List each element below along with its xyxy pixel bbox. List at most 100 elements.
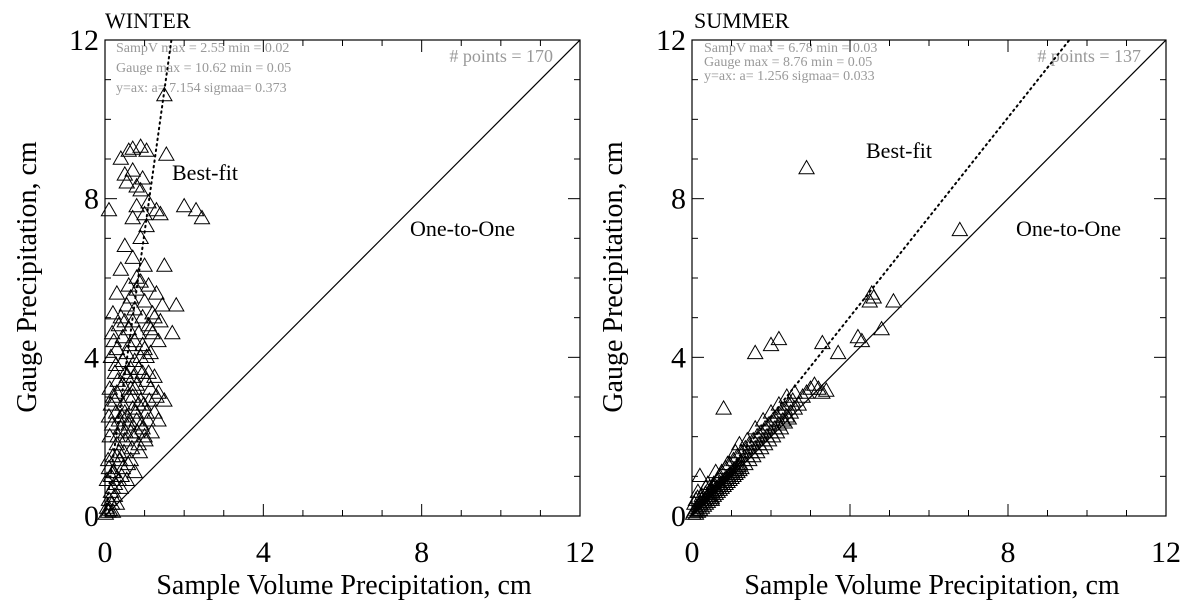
summer-data-point [798,384,816,399]
summer-stats-line-2: Gauge max = 8.76 min = 0.05 [704,55,872,70]
summer-stats: SampV max = 6.78 min = 0.03 Gauge max = … [704,41,877,84]
summer-data-point [776,399,794,415]
winter-data-point [117,364,135,379]
winter-data-point [124,161,142,177]
winter-data-point [101,501,119,516]
winter-best-fit-label: Best-fit [172,160,238,185]
winter-data-point [106,364,124,379]
winter-data-point [114,376,132,391]
winter-data-point [153,296,171,312]
summer-data-point [728,447,746,463]
summer-data-point [748,427,766,443]
winter-data-point [126,352,144,367]
summer-data-point [705,475,723,490]
summer-data-point [711,481,729,496]
summer-data-point [693,487,711,502]
winter-x-tick-label: 8 [414,536,429,569]
winter-data-point [151,312,169,328]
winter-data-point [140,193,158,209]
summer-data-point [756,419,774,435]
summer-data-point [794,387,812,403]
winter-data-point [138,217,156,233]
winter-data-point [104,503,122,518]
summer-data-point [829,344,847,360]
winter-data-point [101,380,119,395]
winter-data-point [122,288,140,304]
winter-data-point [144,324,161,340]
summer-data-point [746,419,764,435]
winter-data-point [140,276,158,292]
winter-data-point [116,165,134,181]
summer-data-point [849,328,867,344]
winter-data-point [136,427,154,443]
winter-data-point [105,332,123,348]
summer-data-point [732,443,750,459]
summer-data-point [728,463,746,479]
winter-data-point [135,395,153,411]
summer-data-point [703,489,721,504]
winter-data-point [149,411,167,427]
winter-data-point [100,201,118,217]
summer-data-point [786,384,804,399]
summer-data-point [813,384,831,399]
summer-data-point [719,473,737,488]
winter-data-point [112,149,130,165]
winter-data-point [126,300,144,316]
winter-data-point [151,205,169,221]
summer-data-point [730,461,748,477]
winter-data-point [136,292,154,308]
winter-data-point [122,451,140,467]
winter-data-point [128,197,146,213]
winter-data-point [134,169,152,185]
summer-data-point [736,439,754,455]
summer-y-tick-label: 4 [671,341,686,374]
summer-data-point [695,497,713,512]
summer-data-point [762,336,780,352]
summer-data-point [780,395,798,411]
winter-data-point [108,447,126,463]
summer-data-point [693,499,711,514]
winter-data-point [146,308,163,324]
summer-data-point [809,380,827,395]
winter-data-point [128,177,146,193]
winter-data-point [138,348,156,364]
summer-data-point [754,411,772,427]
winter-y-tick-label: 8 [84,183,99,216]
winter-data-point [121,336,139,352]
winter-data-point [146,368,163,383]
summer-data-point [736,455,754,471]
summer-x-axis-label: Sample Volume Precipitation, cm [744,570,1120,601]
winter-stats-line-3: y=ax: a= 7.154 sigmaa= 0.373 [116,81,287,96]
summer-data-point [772,403,790,419]
winter-point-count: # points = 170 [449,46,553,66]
summer-data-point [861,292,879,308]
winter-data-point [136,205,154,221]
winter-data-point [122,380,140,395]
winter-x-axis-label: Sample Volume Precipitation, cm [156,570,532,601]
summer-data-point [798,159,816,175]
winter-stats-line-2: Gauge max = 10.62 min = 0.05 [116,61,291,76]
winter-data-point [128,423,146,439]
winter-data-point [106,487,124,502]
summer-data-point [725,467,742,483]
summer-data-point [691,467,709,483]
summer-data-point [770,330,788,346]
summer-data-point [689,489,706,504]
winter-data-point [138,142,156,157]
winter-data-point [118,344,136,360]
summer-data-point [951,221,969,237]
summer-best-fit-label: Best-fit [866,138,932,163]
summer-panel: SUMMER SampV max = 6.78 min = 0.03 Gauge… [598,8,1181,601]
summer-title: SUMMER [694,8,790,33]
summer-data-point [764,427,782,443]
winter-data-point [120,320,138,336]
winter-data-point [108,435,126,451]
winter-data-point [103,324,121,340]
summer-y-tick-label: 12 [656,24,686,57]
winter-data-point [106,391,124,407]
winter-data-point [136,257,154,272]
summer-data-point [748,443,766,459]
winter-data-point [157,146,175,161]
winter-data-point [124,140,142,155]
winter-x-tick-label: 0 [98,536,113,569]
